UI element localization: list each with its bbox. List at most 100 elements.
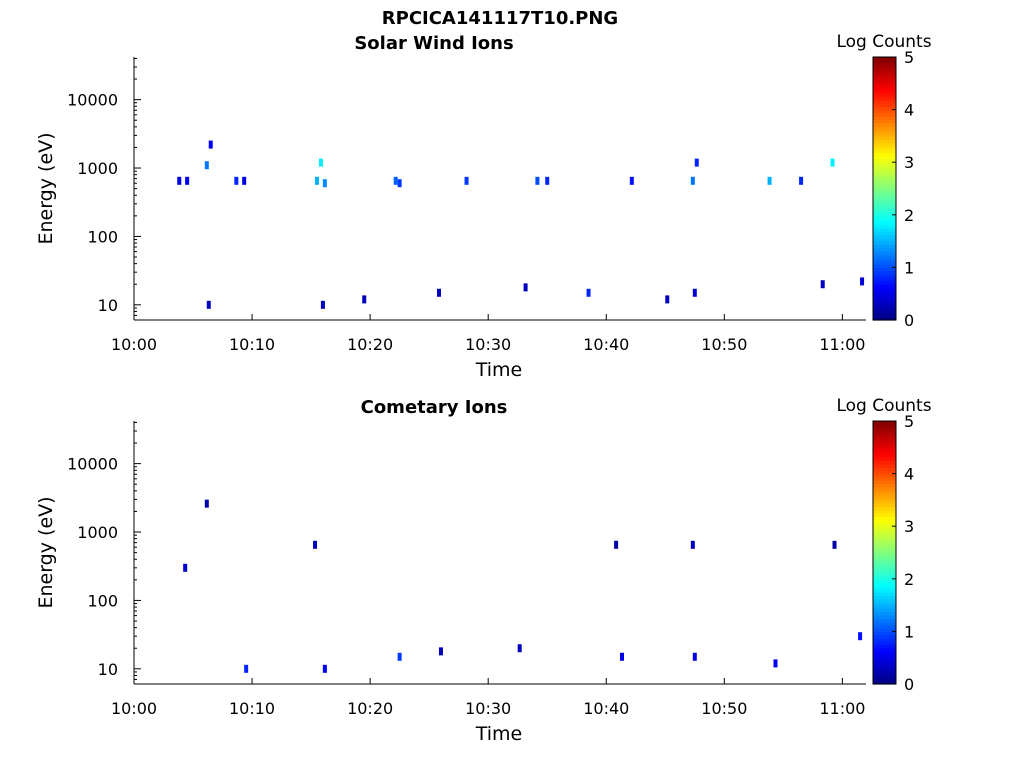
y-tick-label: 100 bbox=[87, 227, 118, 246]
colorbar-segment bbox=[873, 519, 896, 524]
data-cell bbox=[690, 176, 695, 185]
colorbar-frame bbox=[872, 56, 897, 321]
x-tick-label: 10:10 bbox=[229, 335, 275, 354]
colorbar-segment bbox=[873, 280, 896, 285]
data-cell bbox=[313, 540, 318, 549]
data-cell bbox=[320, 300, 325, 309]
data-cell bbox=[523, 283, 528, 292]
colorbar-segment bbox=[873, 453, 896, 458]
colorbar-segment bbox=[873, 503, 896, 508]
colorbar-segment bbox=[873, 532, 896, 537]
colorbar-segment bbox=[873, 83, 896, 88]
colorbar-segment bbox=[873, 116, 896, 121]
colorbar-segment bbox=[873, 86, 896, 91]
colorbar-segment bbox=[873, 70, 896, 75]
colorbar-segment bbox=[873, 660, 896, 665]
data-cell bbox=[185, 176, 190, 185]
colorbar-segment bbox=[873, 254, 896, 259]
colorbar-segment bbox=[873, 218, 896, 222]
y-tick-label: 10 bbox=[98, 660, 118, 679]
x-tick-label: 10:30 bbox=[465, 335, 511, 354]
data-cell bbox=[437, 288, 441, 297]
colorbar-tick-label: 4 bbox=[904, 465, 914, 484]
data-cell bbox=[208, 140, 213, 149]
colorbar-segment bbox=[873, 516, 896, 521]
x-tick-label: 10:50 bbox=[701, 335, 747, 354]
colorbar-segment bbox=[873, 529, 896, 534]
colorbar-segment bbox=[873, 670, 896, 675]
colorbar-segment bbox=[873, 93, 896, 98]
colorbar-segment bbox=[873, 513, 896, 517]
colorbar-segment bbox=[873, 270, 896, 275]
colorbar-segment bbox=[873, 631, 896, 636]
colorbar-segment bbox=[873, 644, 896, 649]
colorbar-segment bbox=[873, 651, 896, 656]
colorbar-segment bbox=[873, 109, 896, 114]
colorbar-segment bbox=[873, 674, 896, 679]
data-cells bbox=[177, 140, 865, 309]
data-cell bbox=[692, 288, 697, 297]
colorbar-segment bbox=[873, 522, 896, 527]
colorbar-segment bbox=[873, 257, 896, 262]
colorbar-segment bbox=[873, 457, 896, 462]
colorbar-tick-label: 0 bbox=[904, 675, 914, 694]
colorbar-segment bbox=[873, 139, 896, 144]
colorbar-segment bbox=[873, 290, 896, 295]
data-cell bbox=[694, 158, 699, 167]
colorbar-segment bbox=[873, 89, 896, 94]
colorbar-segment bbox=[873, 470, 896, 475]
colorbar-segment bbox=[873, 486, 896, 491]
x-tick-label: 10:40 bbox=[583, 699, 629, 718]
colorbar-segment bbox=[873, 664, 896, 669]
colorbar-segment bbox=[873, 293, 896, 298]
colorbar-segment bbox=[873, 181, 896, 186]
colorbar-segment bbox=[873, 657, 896, 662]
y-tick-label: 100 bbox=[87, 591, 118, 610]
colorbar-segment bbox=[873, 221, 896, 226]
colorbar-segment bbox=[873, 224, 896, 229]
colorbar-segment bbox=[873, 575, 896, 580]
colorbar-segment bbox=[873, 227, 896, 232]
colorbar-segment bbox=[873, 624, 896, 629]
colorbar-segment bbox=[873, 283, 896, 288]
colorbar-segment bbox=[873, 63, 896, 68]
data-cell bbox=[322, 664, 327, 673]
colorbar-segment bbox=[873, 463, 896, 468]
colorbar-segment bbox=[873, 611, 896, 616]
colorbar-segment bbox=[873, 267, 896, 272]
colorbar-segment bbox=[873, 467, 896, 471]
colorbar-segment bbox=[873, 155, 896, 160]
figure-title: RPCICA141117T10.PNG bbox=[382, 8, 618, 29]
colorbar-segment bbox=[873, 476, 896, 481]
colorbar-tick-label: 1 bbox=[904, 622, 914, 641]
x-tick-label: 11:00 bbox=[819, 699, 865, 718]
colorbar-segment bbox=[873, 277, 896, 282]
data-cell bbox=[665, 295, 670, 304]
colorbar-segment bbox=[873, 499, 896, 504]
colorbar-segment bbox=[873, 555, 896, 560]
colorbar-segment bbox=[873, 496, 896, 501]
colorbar-segment bbox=[873, 536, 896, 540]
data-cell bbox=[464, 176, 469, 185]
colorbar-segment bbox=[873, 424, 896, 429]
colorbar-segment bbox=[873, 247, 896, 252]
colorbar-segment bbox=[873, 427, 896, 432]
colorbar-segment bbox=[873, 628, 896, 632]
colorbar-tick-label: 2 bbox=[904, 570, 914, 589]
y-tick-label: 10000 bbox=[67, 455, 118, 474]
colorbar-segment bbox=[873, 559, 896, 563]
data-cell bbox=[832, 540, 837, 549]
colorbar-segment bbox=[873, 480, 896, 485]
colorbar-segment bbox=[873, 241, 896, 245]
data-cell bbox=[858, 632, 863, 641]
colorbar-segment bbox=[873, 231, 896, 236]
colorbar-segment bbox=[873, 552, 896, 557]
colorbar-segment bbox=[873, 680, 896, 685]
x-tick-label: 10:50 bbox=[701, 699, 747, 718]
colorbar-segment bbox=[873, 316, 896, 321]
data-cell bbox=[692, 652, 697, 661]
colorbar-segment bbox=[873, 106, 896, 111]
data-cell bbox=[517, 644, 522, 653]
colorbar-segment bbox=[873, 549, 896, 554]
